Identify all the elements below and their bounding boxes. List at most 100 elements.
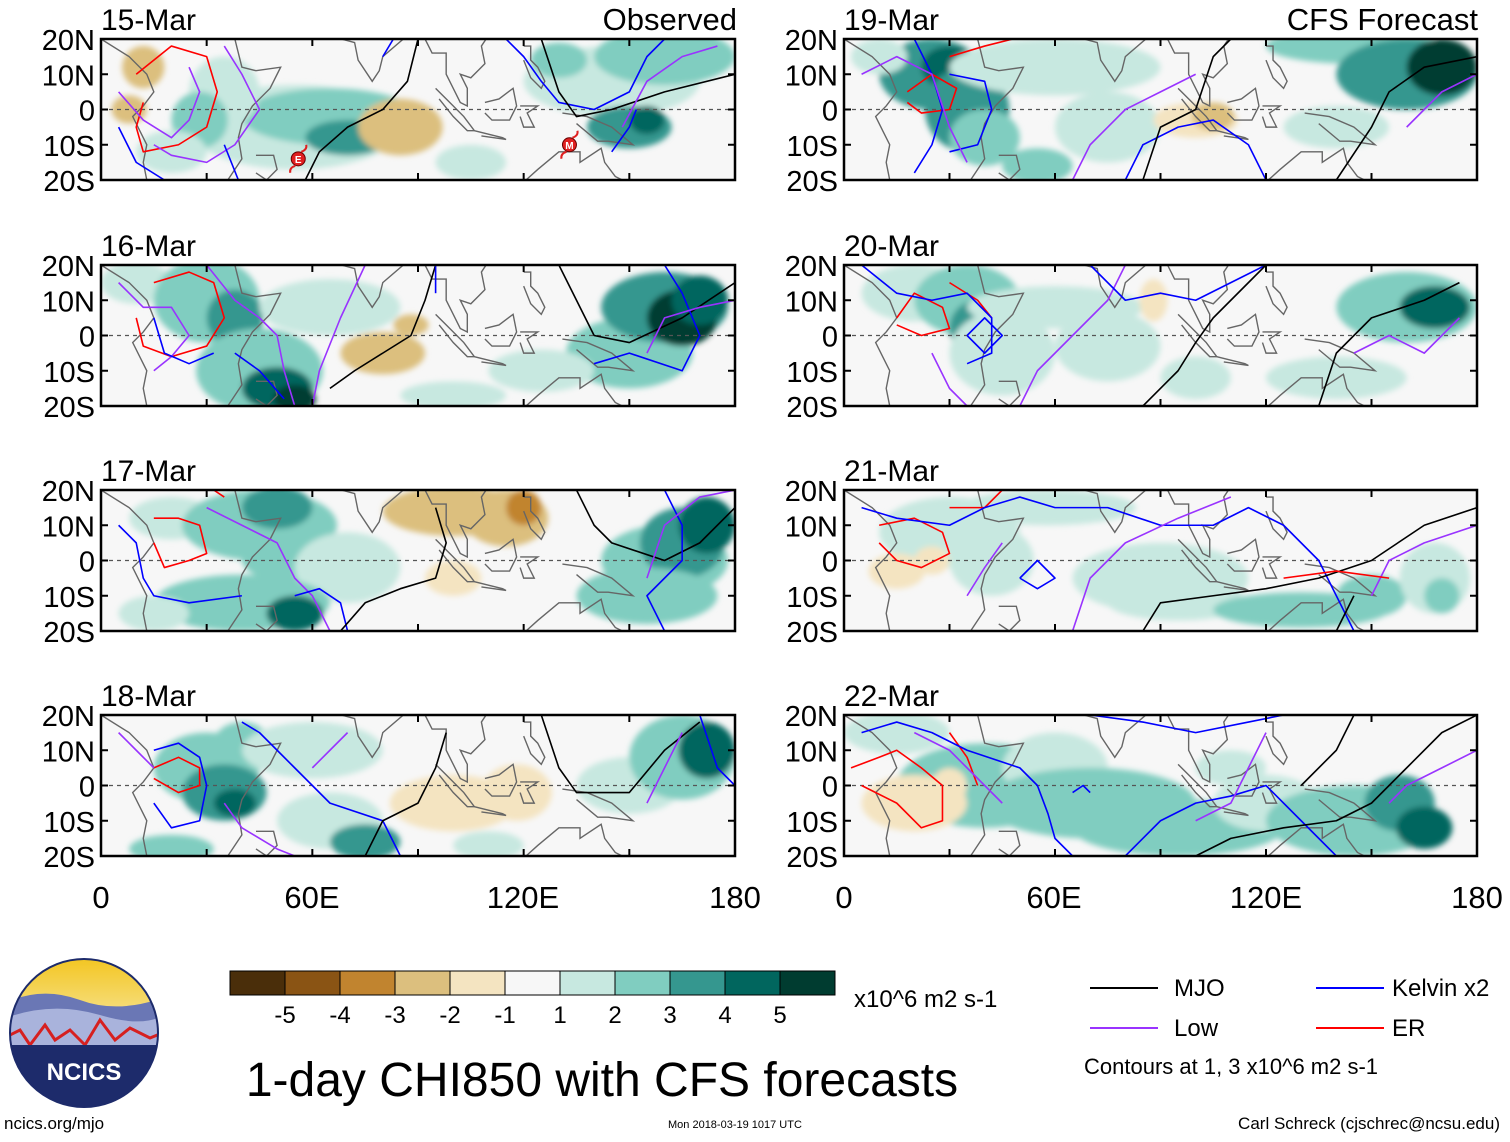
contour-line [593,265,701,372]
contour-line [206,265,296,406]
lat-label: 20S [786,166,838,198]
anomaly-region [1399,286,1470,329]
lon-label: 120E [1230,880,1302,915]
coastline [970,715,1025,856]
contour-line [1283,570,1390,579]
contour-line [1142,39,1232,180]
coastline [304,265,405,309]
coastline [1047,490,1147,534]
lat-label: 10N [42,286,95,318]
contour-line [339,507,447,631]
anomaly-region [213,789,256,818]
lat-label: 10S [786,131,838,163]
anomaly-region [488,349,595,392]
wave-contours [861,265,1460,406]
anomaly-region [358,98,443,156]
anomaly-region [136,130,207,173]
lat-label: 10S [786,807,838,839]
lat-label: 20N [785,251,838,283]
contour-line [117,126,165,180]
contour-line [949,281,993,319]
coastline [523,496,546,541]
contour-line [949,39,1013,58]
anomaly-region [1266,356,1407,399]
contour-line [558,265,735,344]
panel-date: 20-Mar [844,230,939,263]
coastlines [844,265,1378,406]
contour-line [611,109,638,153]
contour-line [1142,265,1267,406]
contour-line [1317,281,1460,406]
lat-label: 10S [786,582,838,614]
anomaly-region [393,314,429,336]
anomaly-region [949,39,1161,96]
anomaly-region [241,490,313,529]
anomaly-region [506,490,542,526]
anomaly-region [294,532,401,603]
wave-contours [861,39,1477,180]
coastline [562,112,636,146]
colorbar-swatch [559,970,616,996]
coastline [524,598,623,631]
contour-line [1124,119,1267,180]
anomaly-region [678,722,735,779]
lat-label: 10S [43,357,95,389]
contour-line [118,524,242,604]
wave-contours [118,715,735,856]
anomaly-region [868,553,925,589]
colorbar-units: x10^6 m2 s-1 [854,986,997,1013]
lon-label: 60E [284,880,339,915]
contour-line [861,265,993,365]
coastline [1166,715,1230,784]
coastline [474,805,507,817]
lat-label: 20S [43,392,95,424]
coastlines [844,715,1378,856]
anomaly-region [481,764,552,821]
coastline [562,338,636,372]
coastline [1261,331,1283,354]
coastline [1166,490,1230,559]
coastline [1226,538,1260,572]
coastline [1265,271,1288,316]
anomaly-region [530,42,588,78]
map-panels: 20N10N010S20S15-MarEM20N10N010S20S16-Mar… [42,4,1479,874]
coastline [1265,721,1288,766]
coastline [1047,39,1147,83]
coastlines [101,39,636,180]
anomaly-region [1424,578,1460,614]
colorbar-tick-label: 2 [608,1002,621,1029]
contour-line [575,490,735,562]
contour-line [1300,715,1355,787]
contour-line [1195,732,1267,822]
anomaly-region [453,831,524,856]
contour-line [1335,595,1355,631]
contour-line [311,732,349,769]
lat-label: 0 [79,772,95,804]
lat-label: 10S [43,807,95,839]
colorbar-tick-label: -1 [494,1002,515,1029]
contour-line [1089,265,1267,302]
anomaly-fill [118,490,735,631]
contour-line [364,732,447,856]
lat-label: 10S [786,357,838,389]
lat-label: 20S [786,392,838,424]
lat-label: 10N [42,60,95,92]
footer-url[interactable]: ncics.org/mjo [4,1114,105,1133]
coastline [524,147,623,180]
lat-label: 20N [42,25,95,57]
coastline [1265,45,1288,90]
contour-line [861,496,1355,631]
anomaly-region [1002,148,1073,180]
coastline [1261,781,1283,804]
contour-line [646,490,735,579]
coastline [424,490,487,559]
contour-line [153,317,215,365]
lat-label: 10N [42,736,95,768]
contour-line [646,490,683,631]
coastline [474,355,507,367]
contour-line [304,39,419,180]
coastline [484,313,518,347]
anomaly-region [671,275,728,325]
